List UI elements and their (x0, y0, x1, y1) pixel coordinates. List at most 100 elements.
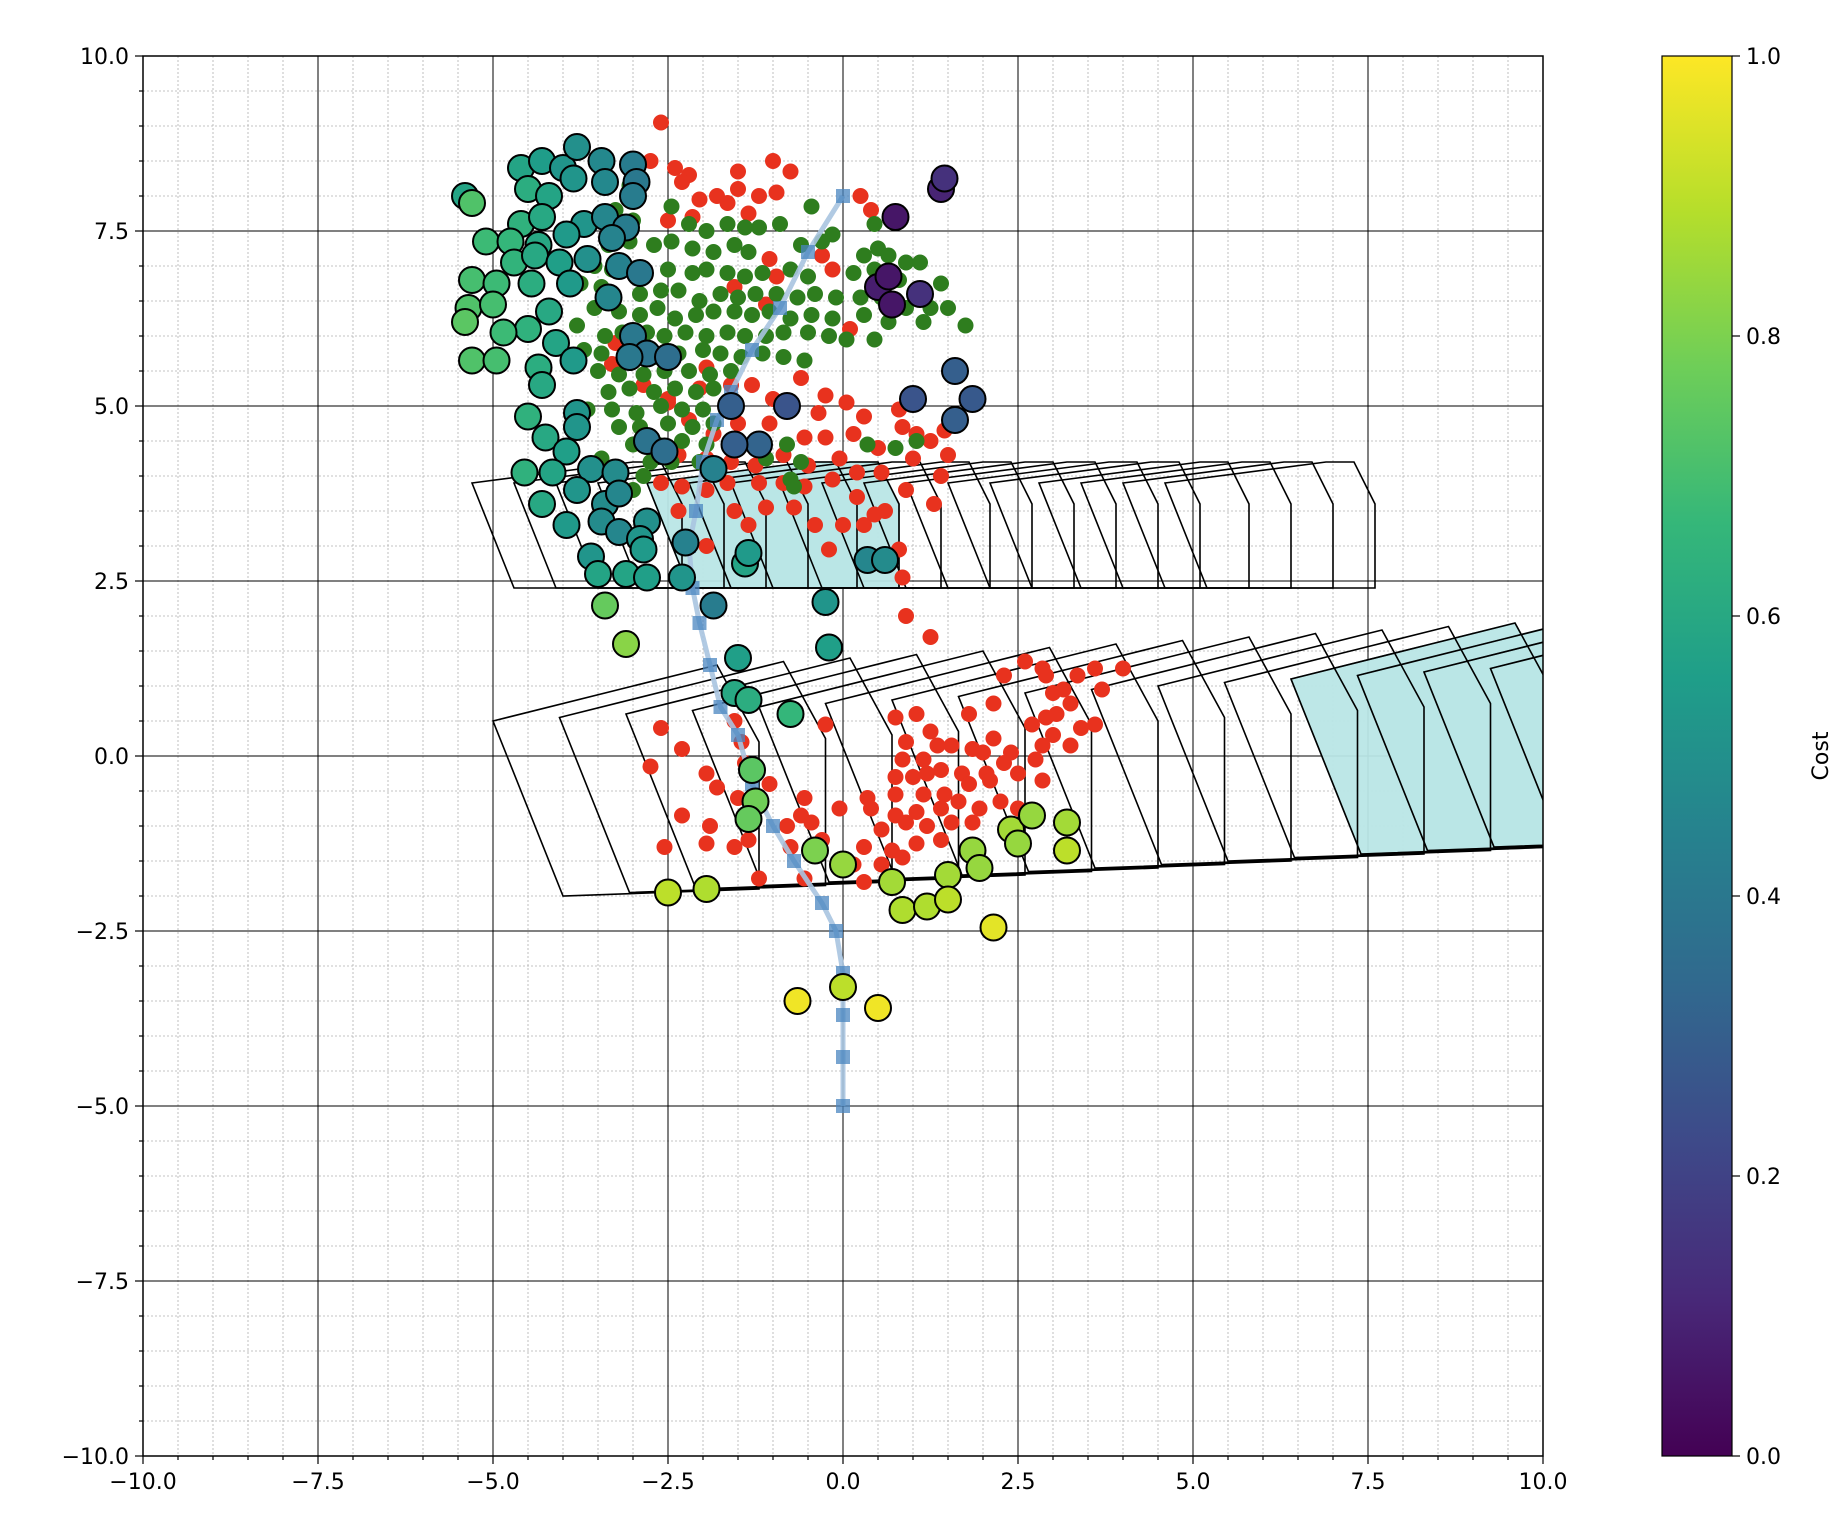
green-sample-point (800, 324, 816, 341)
red-sample-point (894, 419, 911, 435)
red-sample-point (985, 730, 1002, 747)
green-sample-point (737, 328, 753, 344)
cost-point (472, 227, 500, 256)
red-sample-point (926, 496, 942, 512)
cost-point (584, 560, 612, 588)
red-sample-point (796, 429, 813, 446)
red-sample-point (866, 506, 883, 523)
red-sample-point (856, 517, 872, 533)
red-sample-point (933, 800, 949, 817)
cost-point (668, 563, 696, 592)
green-sample-point (632, 286, 648, 302)
red-sample-point (765, 153, 781, 169)
red-sample-point (817, 716, 834, 733)
green-sample-point (705, 380, 722, 397)
red-sample-point (915, 786, 932, 803)
red-sample-point (985, 695, 1002, 712)
green-sample-point (726, 237, 743, 253)
cost-point (934, 885, 962, 914)
green-sample-point (611, 419, 627, 435)
cost-point (717, 392, 745, 420)
green-sample-point (737, 268, 753, 285)
cost-point (699, 455, 728, 483)
red-sample-point (719, 475, 736, 491)
green-sample-point (912, 254, 928, 271)
cost-point (906, 280, 934, 308)
red-sample-point (653, 475, 669, 491)
green-sample-point (719, 265, 736, 281)
cost-point (482, 346, 511, 375)
red-sample-point (898, 814, 914, 831)
cost-point (521, 241, 549, 270)
y-tick-label: −7.5 (76, 1270, 129, 1295)
cost-point (773, 392, 801, 420)
red-sample-point (674, 807, 690, 824)
cost-point (699, 591, 728, 620)
red-sample-point (761, 415, 778, 432)
cost-point (479, 290, 507, 319)
green-sample-point (635, 366, 652, 383)
red-sample-point (887, 709, 904, 726)
green-sample-point (628, 405, 645, 421)
obstacle-outline (946, 461, 1159, 589)
cost-point (738, 756, 766, 784)
red-sample-point (1038, 667, 1054, 684)
green-sample-point (688, 384, 704, 400)
green-sample-point (856, 247, 872, 264)
path-waypoint (689, 504, 703, 518)
red-sample-point (709, 779, 725, 796)
green-sample-point (838, 331, 855, 348)
green-sample-point (856, 307, 872, 323)
cost-point (671, 528, 700, 557)
y-tick-label: −5.0 (76, 1095, 129, 1120)
cost-point (878, 868, 906, 896)
red-sample-point (821, 541, 837, 558)
red-sample-point (1087, 660, 1103, 677)
green-sample-point (649, 300, 666, 316)
green-sample-point (852, 289, 869, 306)
cost-point (724, 644, 752, 672)
red-sample-point (817, 387, 834, 404)
red-sample-point (919, 765, 935, 782)
cost-point (829, 850, 857, 879)
obstacle-highlight (1489, 654, 1543, 802)
cost-point (563, 413, 591, 441)
green-sample-point (845, 265, 862, 281)
red-sample-point (660, 212, 676, 229)
cost-point (552, 437, 581, 466)
red-sample-point (726, 503, 743, 519)
cost-point (626, 259, 654, 287)
colorbar-tick-label: 0.8 (1746, 325, 1781, 350)
green-sample-point (663, 198, 680, 215)
green-sample-point (915, 314, 932, 330)
green-sample-point (898, 254, 914, 271)
red-sample-point (698, 765, 715, 782)
red-sample-point (667, 160, 683, 176)
green-sample-point (600, 384, 617, 400)
green-sample-point (866, 216, 883, 232)
red-sample-point (803, 814, 820, 831)
path-waypoint (731, 728, 745, 742)
cost-point (531, 423, 560, 452)
cost-point (615, 343, 644, 371)
red-sample-point (653, 720, 669, 736)
green-sample-point (597, 328, 613, 344)
cost-point (871, 546, 899, 574)
cost-point (801, 836, 829, 865)
cost-point (612, 630, 640, 658)
red-sample-point (786, 499, 802, 516)
green-sample-point (695, 401, 711, 418)
path-waypoint (766, 819, 780, 833)
colorbar-tick-label: 1.0 (1746, 45, 1781, 70)
green-sample-point (789, 289, 806, 306)
red-sample-point (863, 800, 879, 817)
red-sample-point (863, 202, 879, 218)
green-sample-point (779, 436, 795, 453)
y-tick-label: 10.0 (80, 45, 129, 70)
red-sample-point (1055, 681, 1072, 698)
cost-point (734, 686, 763, 714)
cost-point (538, 458, 567, 487)
green-sample-point (569, 317, 585, 334)
red-sample-point (656, 839, 673, 855)
red-sample-point (817, 429, 834, 446)
